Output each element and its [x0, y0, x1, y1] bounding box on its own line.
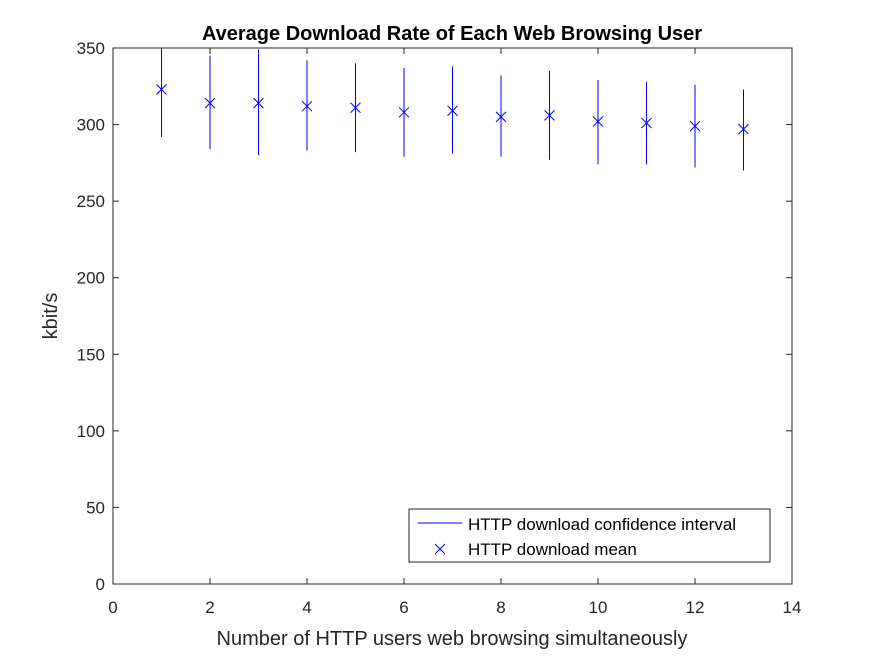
legend-marker-swatch	[434, 543, 446, 555]
x-tick-label: 10	[589, 598, 608, 617]
y-tick-label: 300	[77, 116, 105, 135]
y-tick-label: 150	[77, 345, 105, 364]
y-tick-label: 200	[77, 269, 105, 288]
mean-marker	[447, 105, 458, 117]
mean-marker	[592, 116, 604, 127]
legend-entry-confidence: HTTP download confidence interval	[468, 515, 736, 534]
mean-marker	[156, 83, 167, 95]
mean-marker	[204, 97, 216, 109]
mean-marker	[495, 111, 507, 123]
x-tick-label: 2	[205, 598, 214, 617]
series-layer	[156, 48, 749, 171]
mean-marker	[350, 102, 361, 114]
mean-marker	[398, 106, 410, 118]
chart-title: Average Download Rate of Each Web Browsi…	[202, 23, 702, 45]
x-tick-label: 14	[783, 598, 802, 617]
x-tick-label: 0	[108, 598, 117, 617]
legend-entry-mean: HTTP download mean	[468, 540, 637, 559]
y-tick-label: 0	[96, 575, 105, 594]
x-tick-label: 12	[686, 598, 705, 617]
x-axis-label: Number of HTTP users web browsing simult…	[217, 628, 688, 650]
legend: HTTP download confidence interval HTTP d…	[408, 508, 771, 563]
mean-marker	[544, 110, 555, 121]
x-tick-label: 6	[399, 598, 408, 617]
y-tick-label: 250	[77, 192, 105, 211]
x-tick-label: 8	[496, 598, 505, 617]
x-axis: 0 2 4 6 8 10 12 14	[108, 48, 801, 617]
y-tick-label: 350	[77, 39, 105, 58]
mean-marker	[689, 120, 701, 132]
legend-box	[408, 508, 771, 563]
mean-marker	[738, 123, 749, 135]
y-tick-label: 100	[77, 422, 105, 441]
mean-marker	[301, 100, 313, 112]
y-axis-label: kbit/s	[40, 293, 62, 340]
mean-marker	[641, 117, 652, 129]
y-axis: 0 50 100 150 200 250 300 350	[77, 39, 792, 594]
x-tick-label: 4	[302, 598, 311, 617]
mean-marker	[253, 97, 264, 109]
y-tick-label: 50	[86, 498, 105, 517]
